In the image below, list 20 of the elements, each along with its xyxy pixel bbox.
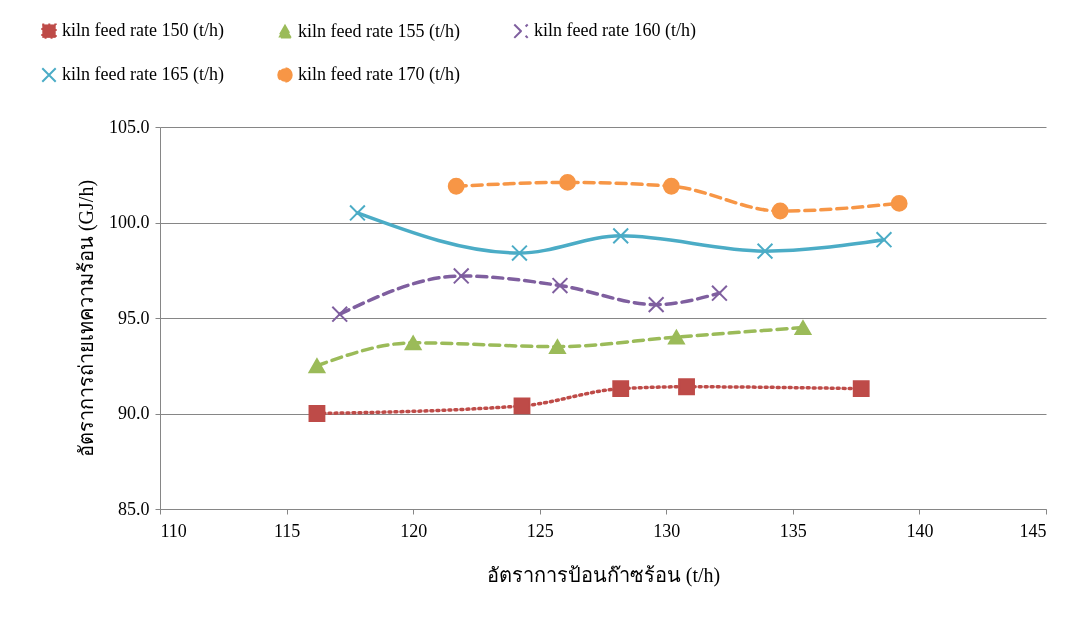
legend-label: kiln feed rate 170 (t/h) [298,64,460,85]
x-tick-label: 135 [779,520,807,541]
y-axis-title: อัตราการถ่ายเทความร้อน (GJ/h) [75,179,98,458]
y-tick-label: 100.0 [109,212,150,232]
y-tick-label: 90.0 [118,403,150,423]
x-tick-label: 110 [160,520,187,541]
x-tick-label: 125 [526,520,554,541]
legend-label: kiln feed rate 150 (t/h) [62,20,224,42]
x-tick-label: 120 [400,520,428,541]
x-tick-label: 140 [906,520,934,541]
y-tick-label: 85.0 [118,498,150,519]
x-tick-label: 145 [1019,520,1047,541]
legend-label: kiln feed rate 160 (t/h) [534,20,696,42]
legend-label: kiln feed rate 165 (t/h) [62,64,224,85]
y-tick-label: 95.0 [118,307,150,328]
legend-label: kiln feed rate 155 (t/h) [298,20,460,42]
y-tick-label: 105.0 [109,116,150,137]
x-tick-label: 115 [273,520,301,541]
x-tick-label: 130 [653,520,681,541]
x-axis-title: อัตราการป้อนก๊าซร้อน (t/h) [486,563,721,587]
